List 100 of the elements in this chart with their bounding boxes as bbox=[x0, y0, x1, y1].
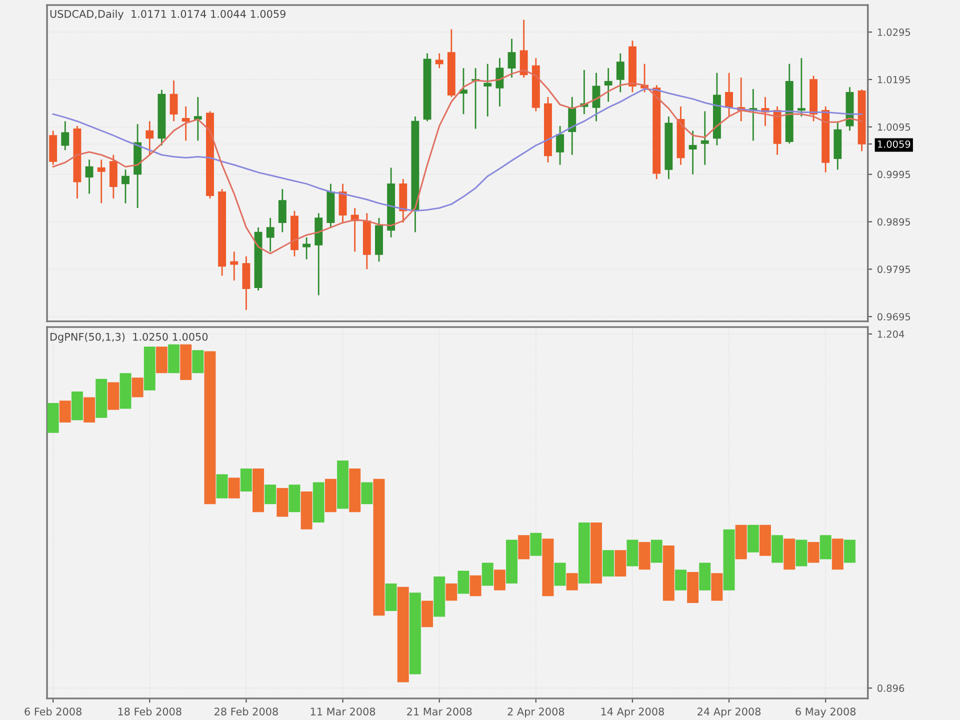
candlestick bbox=[146, 120, 154, 156]
y-tick-label: 1.0195 bbox=[878, 76, 910, 84]
bar bbox=[276, 488, 288, 517]
bar bbox=[434, 576, 446, 617]
bar bbox=[530, 532, 542, 556]
candlestick bbox=[230, 250, 238, 282]
x-tick-label: 6 May 2008 bbox=[796, 708, 856, 718]
bar bbox=[240, 468, 252, 492]
candlestick bbox=[688, 130, 697, 176]
bar bbox=[470, 575, 482, 596]
candlestick bbox=[302, 236, 311, 260]
bar bbox=[324, 478, 336, 512]
y-tick-label: 0.9895 bbox=[878, 218, 910, 226]
bar bbox=[96, 378, 108, 418]
text: DgPNF(50,1,3) 1.0250 1.0050 bbox=[50, 332, 208, 343]
bar bbox=[506, 540, 518, 584]
x-tick-label: 11 Mar 2008 bbox=[310, 708, 376, 716]
candlestick bbox=[604, 67, 612, 102]
bar bbox=[108, 382, 120, 410]
bar bbox=[772, 535, 784, 563]
candlestick bbox=[568, 96, 576, 156]
bar bbox=[192, 350, 204, 374]
bar bbox=[228, 478, 240, 498]
candlestick bbox=[97, 158, 106, 204]
bar bbox=[47, 402, 59, 433]
bar bbox=[385, 583, 397, 612]
bar bbox=[808, 542, 820, 563]
bar bbox=[626, 540, 638, 566]
bar bbox=[699, 562, 711, 590]
candlestick bbox=[61, 120, 70, 151]
candlestick bbox=[85, 158, 94, 194]
bar bbox=[204, 351, 216, 504]
bar bbox=[337, 460, 349, 509]
x-tick-label: 14 Apr 2008 bbox=[601, 708, 664, 718]
bar bbox=[760, 524, 771, 556]
candlestick bbox=[170, 80, 178, 122]
bar bbox=[373, 478, 385, 616]
bar bbox=[264, 484, 276, 504]
y-tick-label: 0.9695 bbox=[878, 313, 910, 320]
bar bbox=[747, 524, 759, 552]
bar bbox=[650, 540, 662, 563]
bar bbox=[71, 391, 83, 420]
bar bbox=[735, 524, 747, 560]
bar bbox=[675, 570, 686, 590]
candlestick bbox=[435, 52, 444, 69]
y-tick-label: 1.0059 bbox=[878, 140, 910, 148]
x-tick-label: 28 Feb 2008 bbox=[214, 707, 278, 716]
bar bbox=[422, 600, 433, 628]
bar bbox=[494, 570, 506, 590]
candlestick bbox=[194, 96, 202, 142]
bar bbox=[554, 562, 566, 586]
candlestick bbox=[266, 217, 274, 252]
y-tick-label: 0.9795 bbox=[878, 266, 910, 274]
candlestick bbox=[496, 57, 504, 108]
bar bbox=[120, 373, 132, 409]
bar bbox=[288, 484, 300, 512]
bar bbox=[566, 573, 578, 590]
candlestick bbox=[616, 52, 624, 93]
bar bbox=[711, 573, 723, 601]
bar bbox=[458, 570, 470, 594]
x-tick-label: 6 Feb 2008 bbox=[24, 707, 82, 716]
bar bbox=[216, 474, 228, 498]
bar bbox=[312, 482, 324, 523]
bar bbox=[602, 550, 614, 577]
bar bbox=[252, 468, 264, 512]
bar bbox=[361, 482, 373, 504]
line-series bbox=[52, 69, 863, 254]
bar bbox=[84, 397, 96, 423]
bar bbox=[820, 535, 832, 560]
y-tick-label: 0.896 bbox=[878, 684, 904, 692]
bar bbox=[409, 592, 421, 674]
bar bbox=[446, 583, 458, 601]
bar bbox=[132, 378, 144, 398]
candlestick bbox=[182, 106, 190, 142]
candlestick bbox=[122, 168, 130, 204]
x-tick-label: 18 Feb 2008 bbox=[118, 707, 182, 716]
bar bbox=[156, 346, 168, 374]
bar bbox=[180, 344, 192, 380]
y-tick-label: 0.9995 bbox=[878, 170, 910, 178]
candlestick bbox=[508, 38, 516, 78]
candlestick bbox=[700, 110, 709, 166]
y-tick-label: 1.204 bbox=[878, 330, 904, 338]
bar bbox=[397, 586, 409, 682]
y-tick-label: 1.0095 bbox=[878, 123, 910, 131]
bar bbox=[542, 538, 554, 596]
bar bbox=[723, 529, 735, 590]
candlestick bbox=[484, 63, 492, 118]
bar bbox=[300, 491, 312, 530]
bar bbox=[784, 538, 796, 570]
candlestick bbox=[725, 72, 733, 118]
bar bbox=[662, 546, 674, 601]
bar bbox=[168, 344, 180, 374]
bar bbox=[687, 572, 699, 603]
x-tick-label: 24 Apr 2008 bbox=[698, 708, 761, 718]
bar bbox=[518, 535, 530, 560]
candlestick bbox=[556, 125, 564, 166]
bar bbox=[614, 550, 626, 577]
bar bbox=[844, 540, 856, 563]
bar bbox=[796, 540, 808, 566]
bar bbox=[578, 522, 590, 584]
